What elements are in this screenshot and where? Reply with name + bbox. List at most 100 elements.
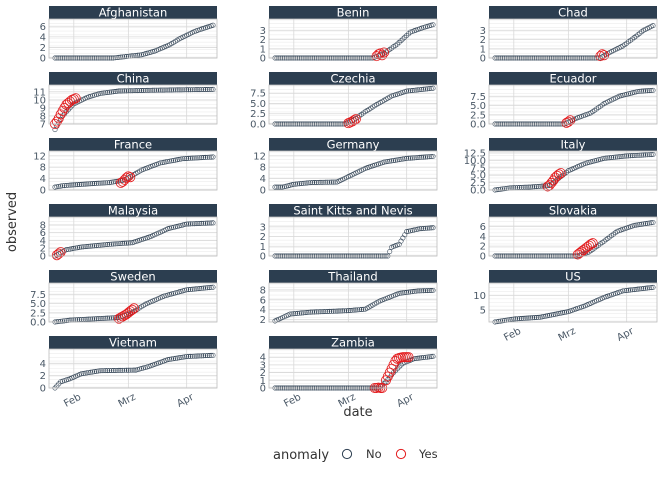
observed-point xyxy=(180,288,186,294)
observed-point xyxy=(648,285,654,291)
y-tick-label: 2 xyxy=(40,371,46,382)
anomaly-point xyxy=(117,176,128,187)
observed-point xyxy=(511,316,517,322)
anomaly-point xyxy=(119,174,130,185)
observed-point xyxy=(65,317,71,323)
anomaly-points xyxy=(561,115,576,128)
observed-point xyxy=(421,25,427,30)
observed-point xyxy=(312,309,317,315)
observed-point xyxy=(176,289,182,295)
observed-point xyxy=(426,86,432,92)
observed-point xyxy=(419,86,425,92)
observed-point xyxy=(204,220,210,226)
observed-point xyxy=(409,155,415,161)
observed-point xyxy=(629,90,635,96)
observed-point xyxy=(627,287,633,293)
observed-point xyxy=(622,92,628,98)
observed-point xyxy=(171,356,176,362)
observed-point xyxy=(616,154,622,160)
observed-point xyxy=(180,87,186,93)
y-tick-label: 8 xyxy=(260,163,266,174)
observed-point xyxy=(644,88,650,94)
observed-point xyxy=(86,243,92,249)
observed-point xyxy=(208,220,214,226)
y-tick-label: 0 xyxy=(40,252,46,263)
panel-title: Slovakia xyxy=(549,204,597,218)
observed-point xyxy=(169,87,175,93)
y-tick-label: 2 xyxy=(260,368,266,379)
observed-point xyxy=(332,179,338,185)
anomaly-point xyxy=(51,250,62,261)
observed-point xyxy=(90,316,96,322)
panel-strip xyxy=(489,6,657,19)
observed-point xyxy=(291,181,297,187)
observed-point xyxy=(174,355,180,361)
y-tick-label: 0 xyxy=(40,186,46,197)
observed-point xyxy=(56,319,62,325)
panel-title: US xyxy=(565,270,581,284)
observed-point xyxy=(206,285,212,291)
observed-point xyxy=(144,364,150,370)
observed-point xyxy=(108,241,114,247)
y-tick-label: 1 xyxy=(480,44,486,55)
observed-point xyxy=(312,180,317,185)
observed-point xyxy=(595,157,601,163)
observed-point xyxy=(125,53,131,59)
observed-point xyxy=(340,308,346,314)
observed-point xyxy=(110,368,116,373)
panel-border xyxy=(48,150,218,191)
observed-point xyxy=(588,159,594,165)
anomaly-point xyxy=(379,47,390,58)
y-tick-label: 6 xyxy=(40,228,46,239)
panel-border xyxy=(268,18,438,59)
observed-point xyxy=(417,226,423,232)
observed-point xyxy=(120,240,126,246)
observed-point xyxy=(392,368,398,374)
observed-point xyxy=(389,158,395,164)
observed-point xyxy=(118,241,124,247)
observed-point xyxy=(103,368,109,374)
observed-point xyxy=(197,87,203,93)
y-tick-label: 0.0 xyxy=(30,318,46,329)
observed-point xyxy=(187,87,193,93)
observed-point xyxy=(199,87,205,93)
anomaly-point xyxy=(587,238,598,249)
panel-border xyxy=(48,18,218,59)
observed-point xyxy=(184,156,190,161)
observed-point xyxy=(182,222,188,228)
panel-strip xyxy=(49,270,217,283)
observed-point xyxy=(327,308,333,314)
panel-vietnam: Vietnam 0 24 Feb Mrz Apr xyxy=(40,336,218,410)
observed-point xyxy=(103,315,109,321)
observed-point xyxy=(184,354,190,360)
anomaly-point xyxy=(555,168,566,179)
panel-title: Malaysia xyxy=(108,204,158,218)
observed-point xyxy=(69,246,75,252)
observed-point xyxy=(500,186,505,192)
observed-point xyxy=(513,316,519,322)
observed-point xyxy=(208,284,214,290)
observed-point xyxy=(105,368,111,374)
observed-point xyxy=(204,154,210,160)
observed-point xyxy=(646,285,652,291)
observed-point xyxy=(189,353,195,359)
observed-point xyxy=(584,160,590,166)
observed-point xyxy=(404,229,410,235)
observed-point xyxy=(392,157,398,163)
observed-point xyxy=(88,369,94,375)
panel-strip xyxy=(269,138,437,151)
observed-point xyxy=(424,23,430,29)
observed-point xyxy=(97,368,103,374)
observed-point xyxy=(176,87,182,93)
observed-point xyxy=(182,87,188,93)
observed-point xyxy=(86,181,92,187)
observed-point xyxy=(112,241,118,247)
observed-point xyxy=(289,311,295,317)
observed-point xyxy=(206,353,212,358)
observed-point xyxy=(300,180,306,186)
observed-point xyxy=(618,154,624,160)
observed-point xyxy=(63,318,69,324)
observed-point xyxy=(184,287,190,293)
observed-point xyxy=(411,155,417,161)
panel-border xyxy=(488,150,658,191)
